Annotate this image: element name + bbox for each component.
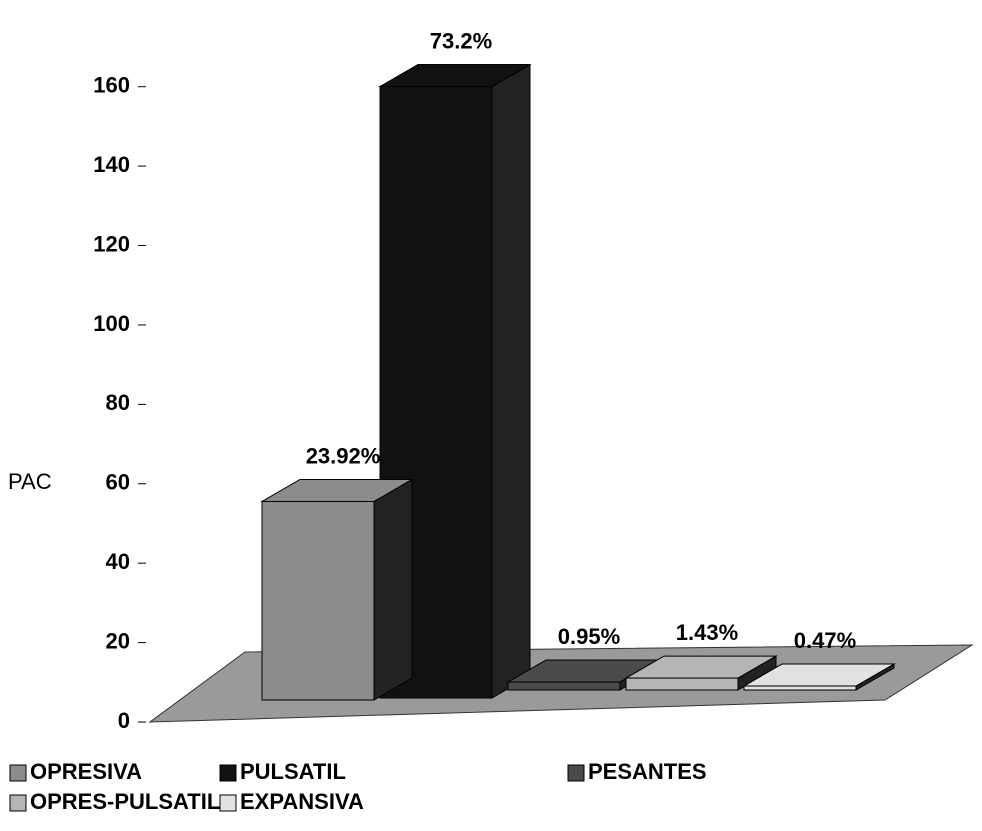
legend-label: EXPANSIVA: [240, 789, 364, 814]
legend-label: PESANTES: [588, 759, 707, 784]
value-label: 0.95%: [558, 624, 620, 649]
y-tick-label: 100: [93, 311, 130, 336]
bar-side: [491, 63, 531, 699]
y-tick-label: 140: [93, 152, 130, 177]
y-tick-label: 80: [106, 390, 130, 415]
value-label: 1.43%: [676, 620, 738, 645]
y-tick-label: 20: [106, 628, 130, 653]
legend-swatch: [567, 764, 585, 782]
bar: [261, 500, 375, 701]
value-label: 73.2%: [430, 28, 492, 53]
value-label: 23.92%: [306, 443, 381, 468]
y-tick-label: 120: [93, 231, 130, 256]
bar: [625, 677, 739, 691]
value-label: 0.47%: [794, 628, 856, 653]
legend-label: OPRES-PULSATIL: [30, 789, 220, 814]
legend-label: PULSATIL: [240, 759, 346, 784]
bar-side: [373, 478, 413, 701]
y-tick-label: 160: [93, 73, 130, 98]
legend-swatch: [9, 764, 27, 782]
legend-label: OPRESIVA: [30, 759, 142, 784]
y-tick-label: 40: [106, 549, 130, 574]
bar: [507, 681, 621, 691]
legend-swatch: [219, 794, 237, 812]
y-tick-label: 60: [106, 470, 130, 495]
y-tick-label: 0: [118, 708, 130, 733]
legend-swatch: [219, 764, 237, 782]
y-axis-label: PAC: [8, 469, 52, 494]
bar: [743, 685, 857, 691]
legend-swatch: [9, 794, 27, 812]
